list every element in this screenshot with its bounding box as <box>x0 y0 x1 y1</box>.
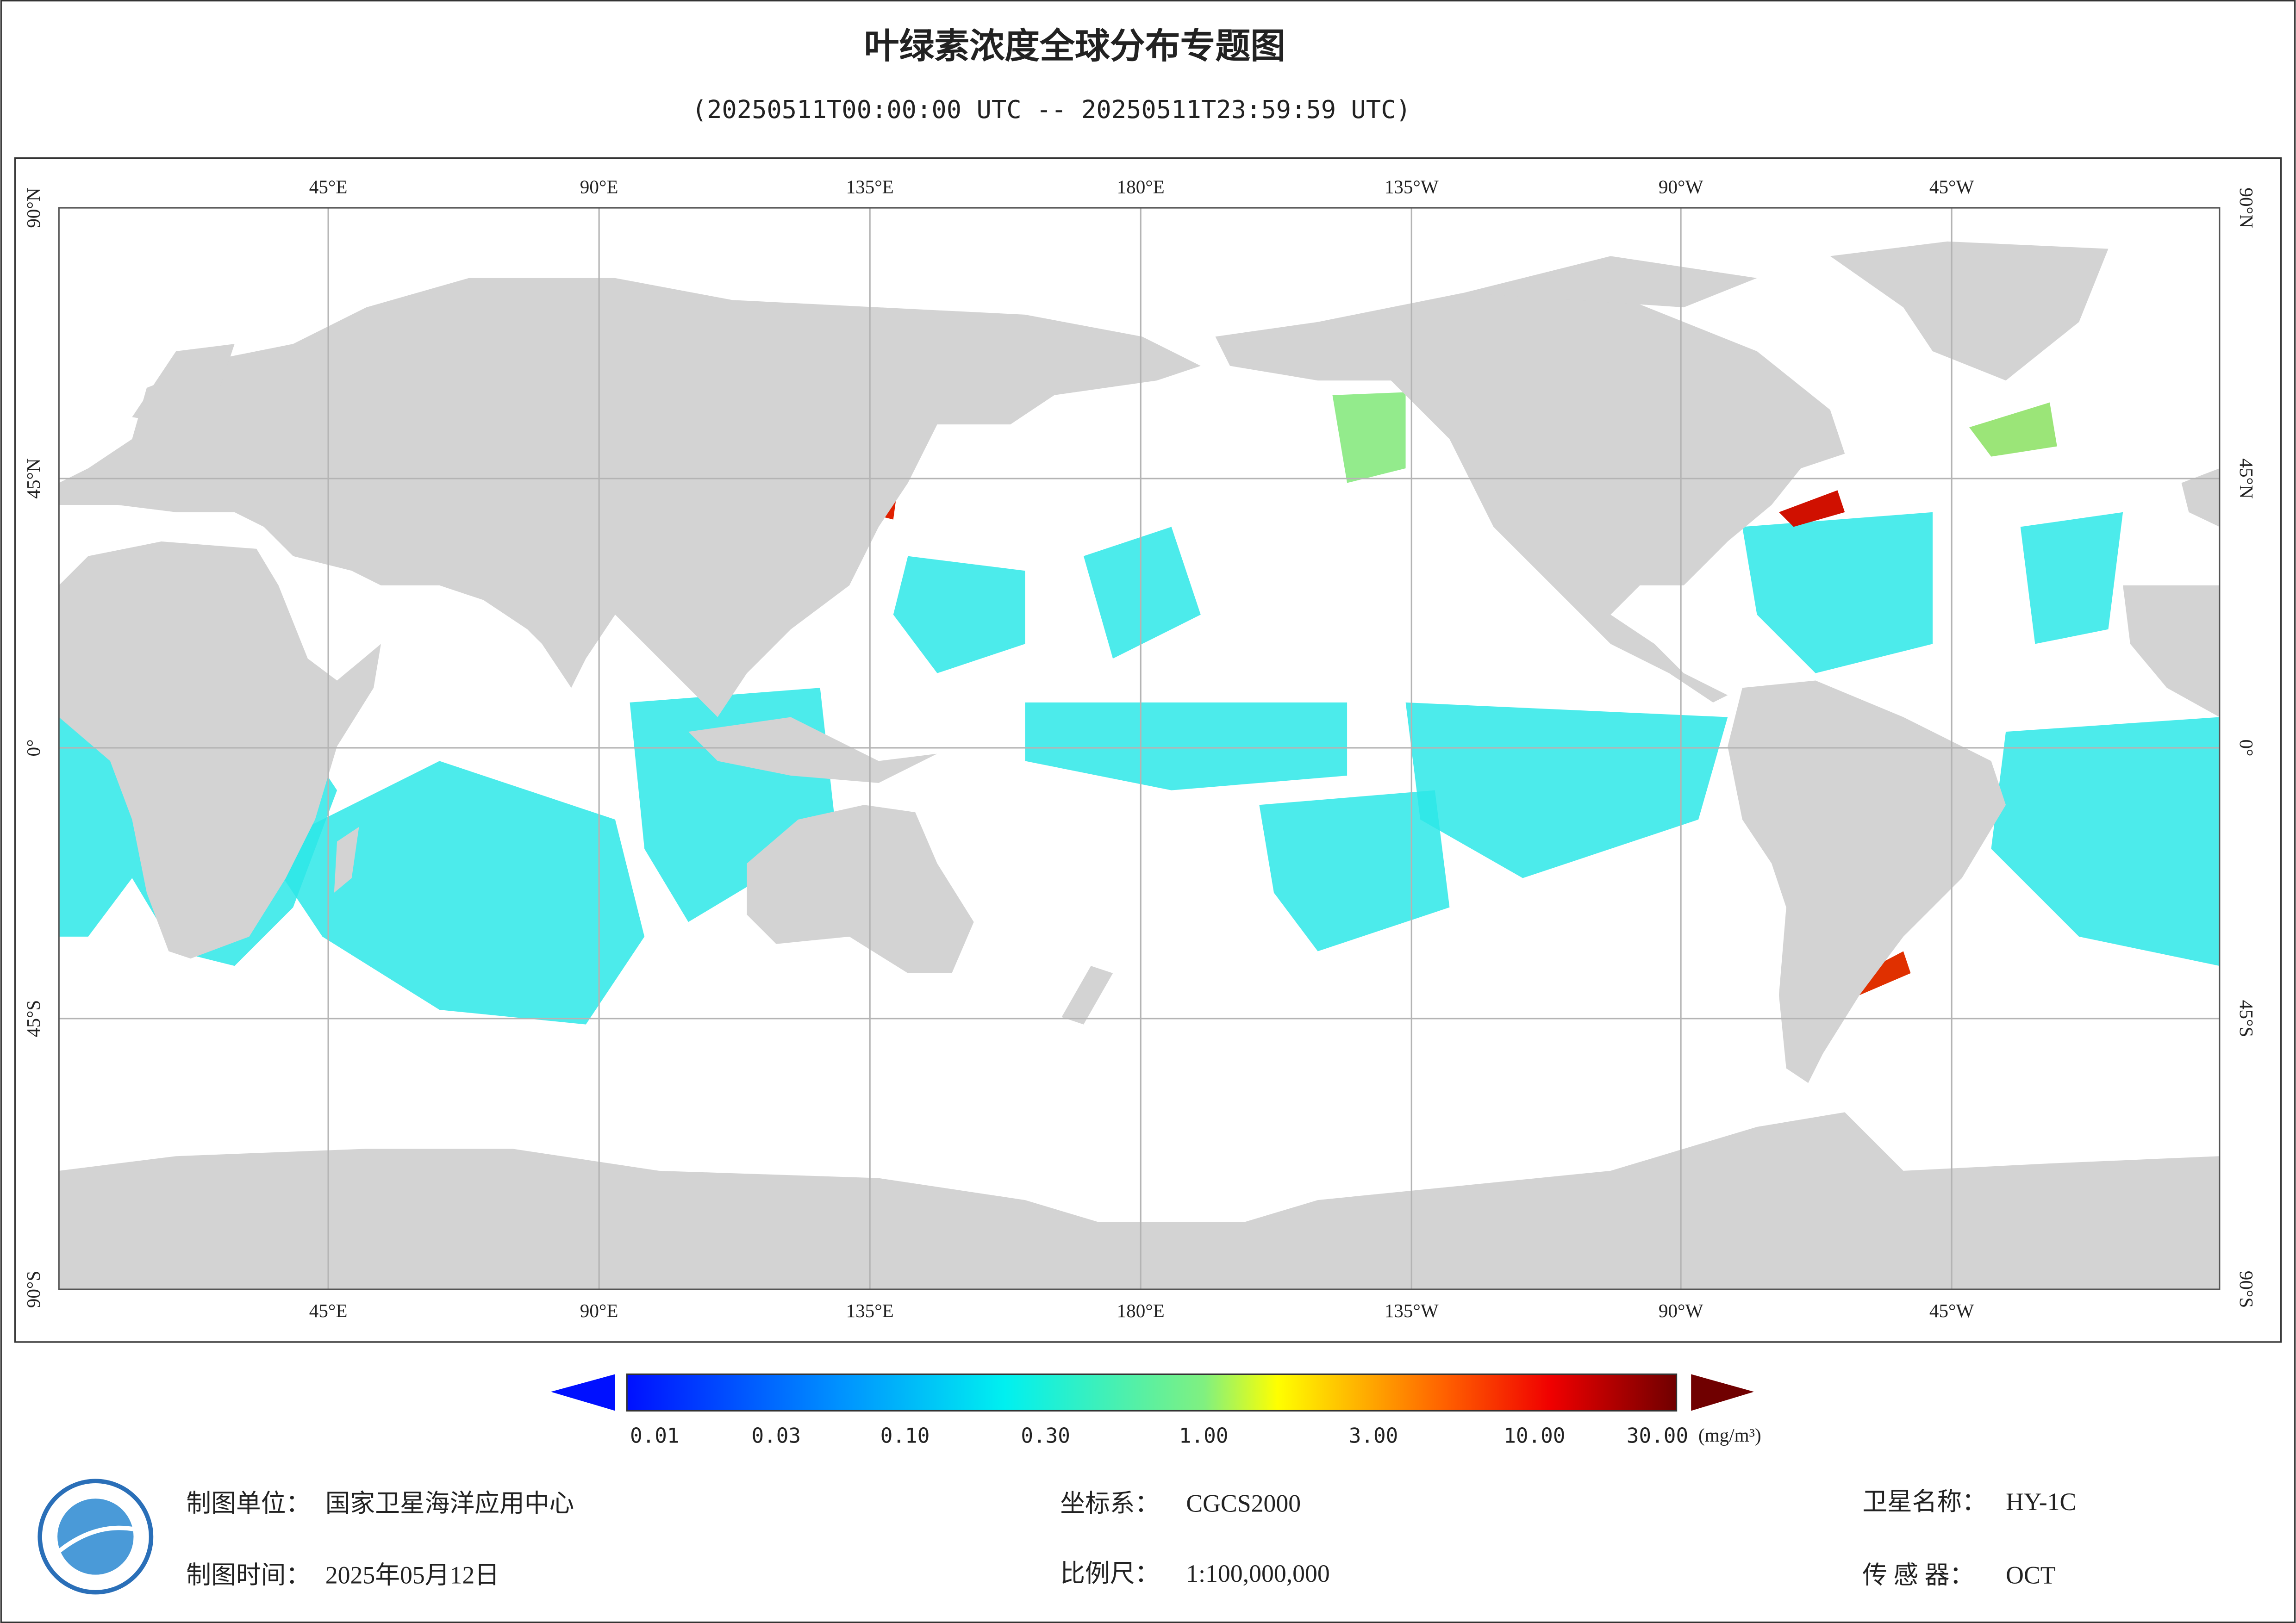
colorbar-ramp <box>626 1373 1678 1412</box>
scandinavia <box>132 344 235 425</box>
lat-label: 45°S <box>23 1000 44 1037</box>
lon-label: 135°E <box>846 1300 894 1321</box>
graticule <box>59 208 2220 1289</box>
lon-label: 90°W <box>1659 1300 1703 1321</box>
logo-globe <box>57 1499 134 1575</box>
colorbar-unit: (mg/m³) <box>1698 1424 1761 1446</box>
lat-label: 90°S <box>23 1271 44 1308</box>
colorbar-high-arrow <box>1691 1374 1754 1411</box>
lon-label: 45°W <box>1929 1300 1974 1321</box>
colorbar-tick: 3.00 <box>1349 1424 1398 1448</box>
coastal-bloom <box>1778 490 1845 527</box>
lat-label: 45°N <box>23 458 44 498</box>
colorbar-low-arrow <box>550 1374 615 1411</box>
lon-label: 45°E <box>309 1300 348 1321</box>
footer-value: CGCS2000 <box>1186 1489 1301 1517</box>
swath <box>263 761 645 1025</box>
footer-label: 比例尺： <box>1060 1560 1160 1587</box>
greenland <box>1830 241 2109 381</box>
lon-label: 180°E <box>1117 1300 1165 1321</box>
maritime-asia <box>688 717 937 783</box>
lon-label: 90°W <box>1659 176 1703 197</box>
lon-label: 45°W <box>1929 176 1974 197</box>
north-america <box>1215 292 1845 703</box>
lon-label: 45°E <box>309 176 348 197</box>
lon-label: 180°E <box>1117 176 1165 197</box>
lon-label: 90°E <box>580 176 618 197</box>
lon-label: 135°E <box>846 176 894 197</box>
map-frame <box>14 157 2282 1343</box>
lat-label: 0° <box>23 739 44 756</box>
swath <box>1259 790 1450 951</box>
colorbar-tick: 10.00 <box>1504 1424 1565 1448</box>
logo-orbit <box>57 1525 136 1553</box>
colorbar-tick: 30.00 <box>1627 1424 1688 1448</box>
new-zealand <box>1061 966 1113 1025</box>
lat-label: 90°N <box>23 187 44 228</box>
swath <box>1969 402 2057 457</box>
footer-label: 坐标系： <box>1060 1489 1160 1517</box>
madagascar <box>334 827 359 893</box>
footer-label: 卫星名称： <box>1862 1488 1987 1516</box>
logo <box>37 1479 154 1595</box>
footer: 制图单位： 国家卫星海洋应用中心 坐标系： CGCS2000 卫星名称： HY-… <box>186 1488 2076 1589</box>
footer-value: OCT <box>2006 1561 2056 1589</box>
lon-label: 135°W <box>1385 1300 1439 1321</box>
africa <box>59 541 381 959</box>
colorbar-tick: 0.01 <box>630 1424 680 1448</box>
lon-label: 135°W <box>1385 176 1439 197</box>
footer-value: 1:100,000,000 <box>1186 1560 1330 1587</box>
swath <box>893 556 1025 673</box>
footer-label: 制图单位： <box>186 1489 311 1517</box>
west-africa <box>2123 585 2220 717</box>
subtitle: (20250511T00:00:00 UTC -- 20250511T23:59… <box>692 95 1411 124</box>
map-border <box>58 207 2221 1290</box>
colorbar: 0.01 0.03 0.10 0.30 1.00 3.00 10.00 30.0… <box>550 1373 1761 1448</box>
footer-label: 制图时间： <box>186 1561 311 1589</box>
colorbar-tick: 1.00 <box>1179 1424 1229 1448</box>
colorbar-tick: 0.30 <box>1021 1424 1070 1448</box>
australia <box>747 805 974 973</box>
map <box>58 207 2221 1290</box>
lat-label: 45°S <box>2236 1000 2257 1037</box>
eurasia <box>59 278 1201 717</box>
lat-label: 90°N <box>2236 187 2257 228</box>
footer-label: 传 感 器： <box>1862 1561 1974 1589</box>
lat-label: 90°S <box>2236 1271 2257 1308</box>
lat-label: 45°N <box>2236 458 2257 498</box>
colorbar-tick: 0.03 <box>751 1424 801 1448</box>
swath <box>1405 702 1728 878</box>
arctic-islands <box>1464 256 1757 308</box>
lat-labels: 90°N 45°N 0° 45°S 90°S 90°N 45°N 0° 45°S… <box>23 187 2257 1308</box>
footer-value: 2025年05月12日 <box>325 1561 499 1589</box>
footer-value: HY-1C <box>2006 1488 2076 1516</box>
south-america <box>1728 680 2006 1083</box>
colorbar-tick: 0.10 <box>880 1424 930 1448</box>
swath <box>1991 717 2220 966</box>
lon-labels: 45°E 90°E 135°E 180°E 135°W 90°W 45°W 45… <box>309 176 1974 1321</box>
lat-label: 0° <box>2236 739 2257 756</box>
swath <box>1332 392 1406 483</box>
footer-value: 国家卫星海洋应用中心 <box>325 1489 574 1517</box>
swath <box>1025 702 1348 790</box>
lon-label: 90°E <box>580 1300 618 1321</box>
title: 叶绿素浓度全球分布专题图 <box>864 25 1286 66</box>
swath <box>2020 512 2123 644</box>
swath <box>1742 512 1933 673</box>
swath <box>1083 527 1201 659</box>
western-europe <box>2181 468 2220 527</box>
